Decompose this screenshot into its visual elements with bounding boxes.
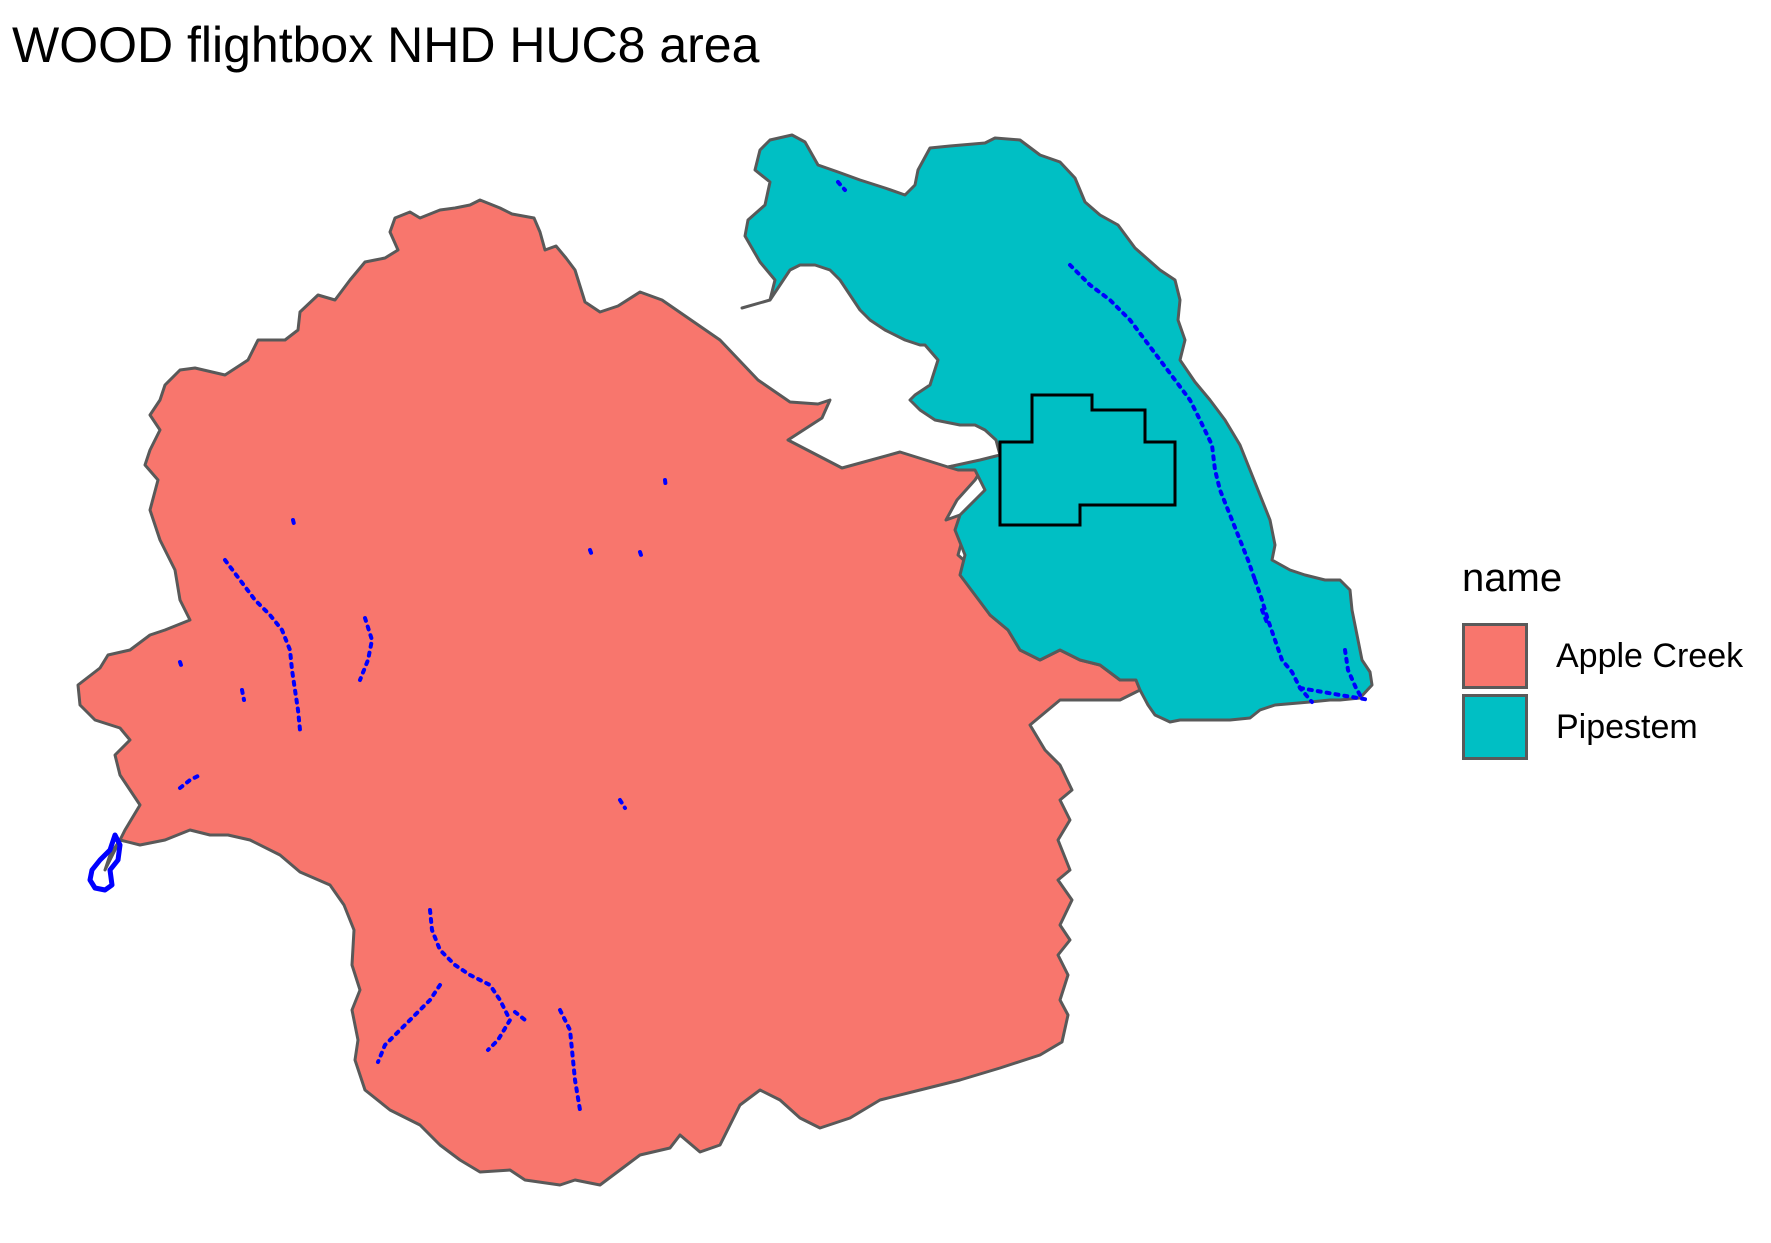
stream-outlet-loop bbox=[87, 832, 123, 893]
stream-line bbox=[291, 518, 297, 530]
stream-line bbox=[1068, 263, 1257, 582]
legend-swatch bbox=[1462, 694, 1528, 760]
flightbox-outline bbox=[998, 393, 1177, 527]
map-title: WOOD flightbox NHD HUC8 area bbox=[12, 17, 760, 73]
stream-line bbox=[1253, 578, 1314, 704]
region-pipestem bbox=[740, 133, 1374, 724]
stream-line bbox=[588, 548, 595, 560]
stream-line bbox=[240, 688, 246, 702]
stream-line bbox=[178, 773, 202, 790]
stream-line bbox=[638, 550, 644, 560]
stream-line bbox=[1260, 608, 1270, 627]
legend-item-apple-creek: Apple Creek bbox=[1462, 623, 1762, 689]
legend-title: name bbox=[1462, 556, 1563, 600]
legend: name Apple Creek Pipestem bbox=[1462, 548, 1762, 778]
legend-label: Apple Creek bbox=[1556, 637, 1744, 675]
legend-item-pipestem: Pipestem bbox=[1462, 694, 1762, 760]
stream-line bbox=[1298, 686, 1372, 702]
stream-line bbox=[513, 1010, 527, 1022]
stream-line bbox=[358, 616, 375, 682]
stream-line bbox=[178, 660, 184, 670]
stream-line bbox=[1343, 648, 1362, 697]
stream-line bbox=[223, 558, 302, 732]
stream-network bbox=[178, 180, 1372, 1112]
legend-label: Pipestem bbox=[1556, 708, 1698, 746]
stream-line bbox=[836, 180, 847, 192]
stream-line bbox=[618, 798, 627, 810]
legend-swatch bbox=[1462, 623, 1528, 689]
stream-line bbox=[376, 983, 442, 1064]
stream-line bbox=[558, 1008, 582, 1112]
stream-line bbox=[428, 908, 513, 1052]
stream-line bbox=[663, 478, 668, 490]
